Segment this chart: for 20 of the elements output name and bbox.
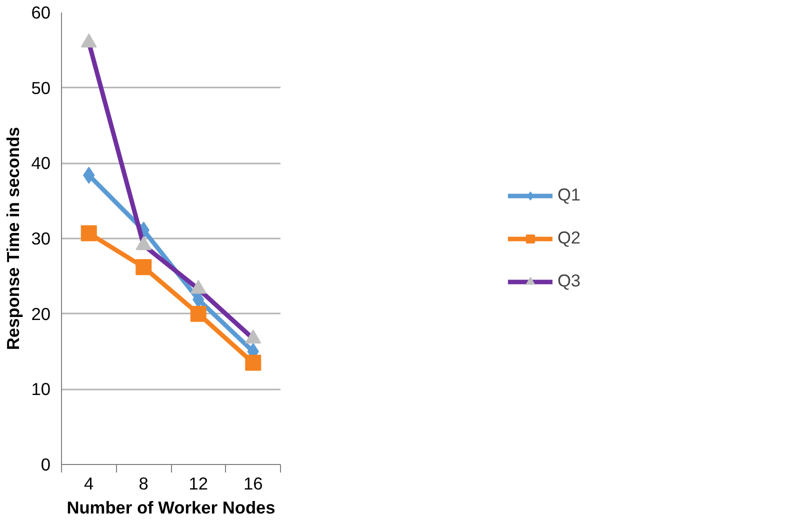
y-tick-label: 20 [31,304,51,324]
legend-label: Q3 [557,270,581,292]
y-axis-title: Response Time in seconds [3,126,24,350]
y-tick-label: 40 [31,153,51,174]
point [190,306,206,322]
x-tick-label: 8 [138,474,148,494]
x-tick-label: 4 [84,474,94,494]
legend-label: Q1 [557,184,581,206]
y-tick-label: 10 [31,379,51,400]
point [136,259,152,276]
y-tick-label: 50 [31,78,51,98]
x-tick-label: 16 [243,474,263,494]
y-tick-label: 60 [31,2,51,22]
y-tick-label: 0 [40,454,51,474]
legend-label: Q2 [557,228,581,248]
y-tick-label: 30 [31,228,51,248]
x-axis-title: Number of Worker Nodes [66,498,276,518]
x-tick-label: 12 [188,474,208,494]
point [245,354,262,371]
point [80,225,97,242]
